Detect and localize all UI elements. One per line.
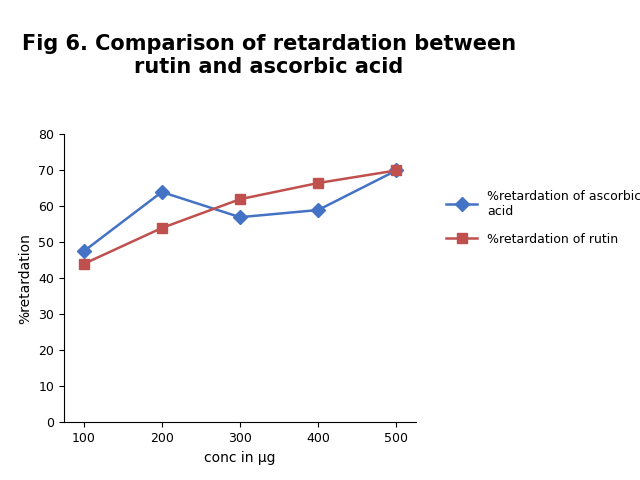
%retardation of rutin — [80, 261, 88, 267]
%retardation of rutin — [314, 180, 322, 186]
%retardation of rutin — [392, 168, 400, 173]
Y-axis label: %retardation: %retardation — [19, 233, 33, 324]
%retardation of ascorbic
acid — [314, 207, 322, 213]
%retardation of ascorbic
acid — [158, 189, 166, 195]
%retardation of ascorbic
acid — [392, 168, 400, 173]
%retardation of ascorbic
acid — [236, 214, 244, 220]
Text: Fig 6. Comparison of retardation between
rutin and ascorbic acid: Fig 6. Comparison of retardation between… — [22, 34, 516, 77]
X-axis label: conc in μg: conc in μg — [204, 451, 276, 465]
Line: %retardation of rutin: %retardation of rutin — [79, 166, 401, 269]
Line: %retardation of ascorbic
acid: %retardation of ascorbic acid — [79, 166, 401, 256]
Legend: %retardation of ascorbic
acid, %retardation of rutin: %retardation of ascorbic acid, %retardat… — [440, 184, 640, 252]
%retardation of rutin — [158, 225, 166, 231]
%retardation of rutin — [236, 196, 244, 202]
%retardation of ascorbic
acid — [80, 249, 88, 254]
